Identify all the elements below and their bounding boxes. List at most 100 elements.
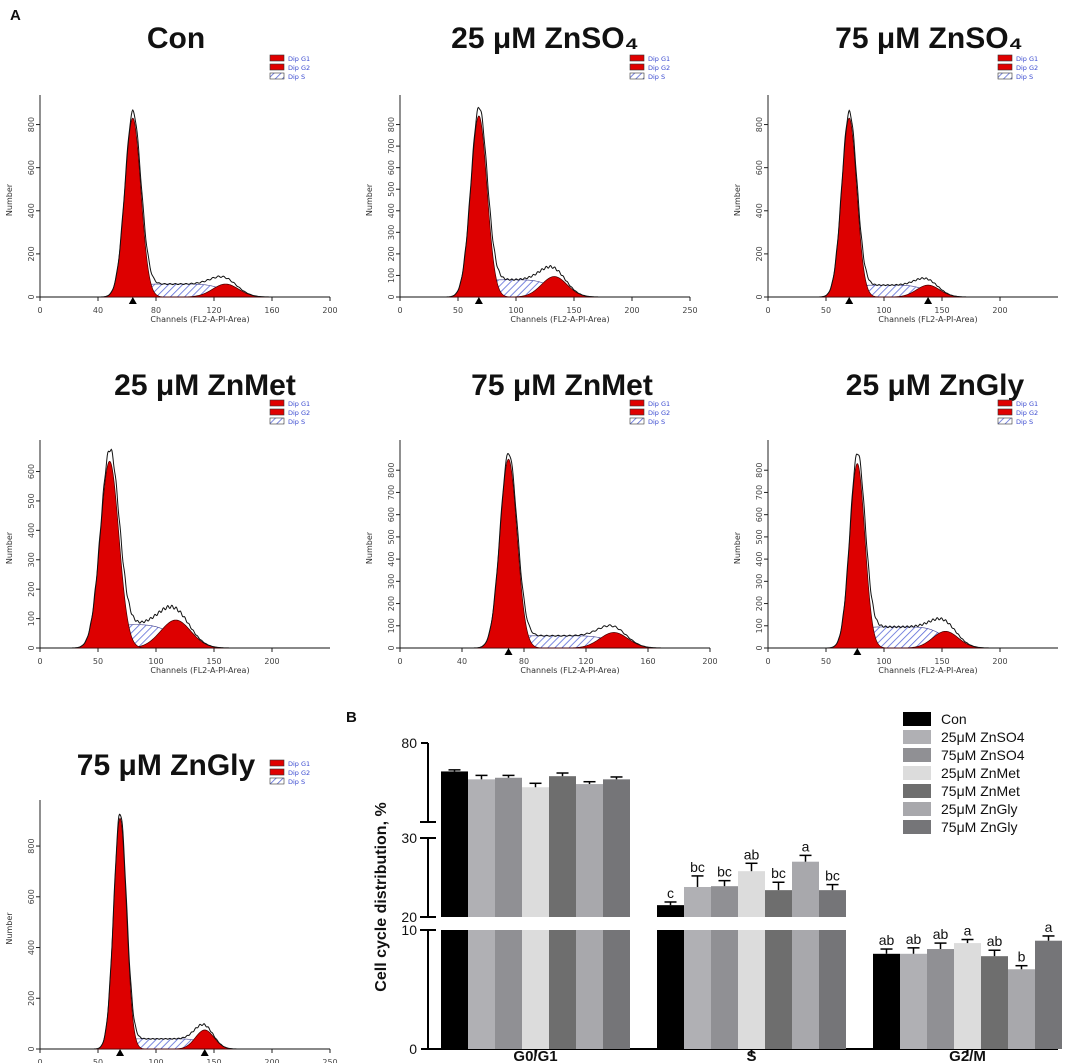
- y-tick-label: 30: [401, 830, 417, 846]
- legend-label: Dip G2: [1016, 409, 1038, 417]
- x-axis-label: Channels (FL2-A-PI-Area): [520, 666, 619, 675]
- y-tick-label: 200: [27, 246, 36, 261]
- histogram-panel: 25 μM ZnMet 0 50 100 150 200 0 100 200 300 400 500 6…: [5, 369, 330, 675]
- total-fit-line: [400, 452, 710, 649]
- y-tick-label: 600: [387, 160, 396, 175]
- bar: [657, 905, 684, 917]
- legend-label: Dip G1: [288, 760, 310, 768]
- total-fit-line: [40, 813, 330, 1050]
- total-fit-line: [400, 106, 690, 298]
- bar: [792, 861, 819, 917]
- legend-label: Dip G1: [288, 55, 310, 63]
- legend-swatch: [629, 408, 645, 416]
- y-tick-label: 400: [387, 203, 396, 218]
- legend-swatch: [997, 72, 1013, 80]
- g1-phase-area: [768, 463, 1058, 649]
- bar: [819, 890, 846, 917]
- y-tick-label: 600: [755, 507, 764, 522]
- histogram-title: 25 μM ZnSO₄: [451, 22, 639, 55]
- y-tick-label: 600: [387, 507, 396, 522]
- significance-label: ab: [879, 932, 895, 948]
- x-tick-label: 120: [206, 306, 221, 315]
- legend-swatch: [269, 759, 285, 767]
- bar: [441, 930, 468, 1049]
- histogram-panel: 25 μM ZnGly 0 50 100 150 200 0 100 200 300 400 500 6…: [733, 369, 1058, 675]
- total-fit-line: [768, 453, 1058, 649]
- bar: [711, 930, 738, 1049]
- legend-label: Dip S: [648, 73, 665, 81]
- x-tick-label: 100: [876, 306, 891, 315]
- x-tick-label: 100: [148, 1058, 163, 1063]
- significance-label: c: [667, 885, 674, 901]
- y-tick-label: 400: [27, 940, 36, 955]
- bar: [522, 787, 549, 838]
- peak-marker: [474, 297, 483, 304]
- legend-label: Dip S: [288, 73, 305, 81]
- bar: [576, 930, 603, 1049]
- x-axis-label: Channels (FL2-A-PI-Area): [510, 315, 609, 324]
- total-fit-line: [40, 109, 330, 298]
- y-tick-label: 800: [27, 838, 36, 853]
- legend-label: Dip G2: [648, 409, 670, 417]
- x-tick-label: 150: [566, 306, 581, 315]
- y-tick-label: 600: [27, 464, 36, 479]
- x-tick-label: 200: [702, 657, 717, 666]
- bar: [549, 930, 576, 1049]
- legend-swatch: [903, 802, 931, 816]
- legend-swatch: [997, 63, 1013, 71]
- x-tick-label: 80: [519, 657, 529, 666]
- peak-marker: [845, 297, 854, 304]
- legend-label: 25μM ZnGly: [941, 801, 1018, 817]
- y-tick-label: 800: [27, 117, 36, 132]
- s-phase-area: [40, 283, 330, 298]
- bar: [738, 871, 765, 917]
- y-tick-label: 0: [387, 645, 396, 650]
- histogram-title: 25 μM ZnMet: [114, 369, 296, 402]
- bar: [576, 838, 603, 917]
- legend-label: Dip G1: [648, 400, 670, 408]
- legend-label: Dip G2: [288, 409, 310, 417]
- histogram-title: 75 μM ZnGly: [77, 749, 256, 782]
- bar: [927, 949, 954, 1049]
- y-tick-label: 100: [755, 618, 764, 633]
- x-tick-label: 200: [264, 657, 279, 666]
- y-tick-label: 500: [755, 529, 764, 544]
- y-tick-label: 300: [27, 552, 36, 567]
- y-tick-label: 0: [27, 1046, 36, 1051]
- significance-label: ab: [933, 926, 949, 942]
- x-tick-label: 200: [322, 306, 337, 315]
- bar: [684, 930, 711, 1049]
- s-phase-area: [400, 635, 710, 649]
- bar: [738, 930, 765, 1049]
- y-tick-label: 0: [387, 294, 396, 299]
- bar: [468, 779, 495, 838]
- legend-swatch: [269, 777, 285, 785]
- x-tick-label: 50: [821, 657, 831, 666]
- bar: [468, 838, 495, 917]
- bar: [441, 771, 468, 838]
- significance-label: a: [802, 838, 810, 854]
- bar: [495, 838, 522, 917]
- y-tick-label: 400: [755, 203, 764, 218]
- y-tick-label: 400: [387, 551, 396, 566]
- y-tick-label: 600: [755, 160, 764, 175]
- histogram-panel: 75 μM ZnSO₄ 0 50 100 150 200 0 200 400 600 800 Chan…: [733, 22, 1058, 324]
- significance-label: bc: [690, 859, 705, 875]
- bar: [603, 930, 630, 1049]
- bar: [765, 890, 792, 917]
- legend-swatch: [269, 63, 285, 71]
- y-tick-label: 800: [755, 117, 764, 132]
- x-tick-label: 0: [37, 306, 42, 315]
- histogram-panel: Con 0 40 80 120 160 200 0 200 400 600 800 Channels (…: [5, 22, 338, 324]
- bar: [765, 930, 792, 1049]
- legend-swatch: [269, 417, 285, 425]
- peak-marker: [128, 297, 137, 304]
- significance-label: ab: [987, 933, 1003, 949]
- legend-label: Dip S: [288, 418, 305, 426]
- legend-swatch: [903, 748, 931, 762]
- legend-label: Dip G2: [288, 769, 310, 777]
- bar: [657, 930, 684, 1049]
- legend-label: 75μM ZnGly: [941, 819, 1018, 835]
- legend-swatch: [269, 72, 285, 80]
